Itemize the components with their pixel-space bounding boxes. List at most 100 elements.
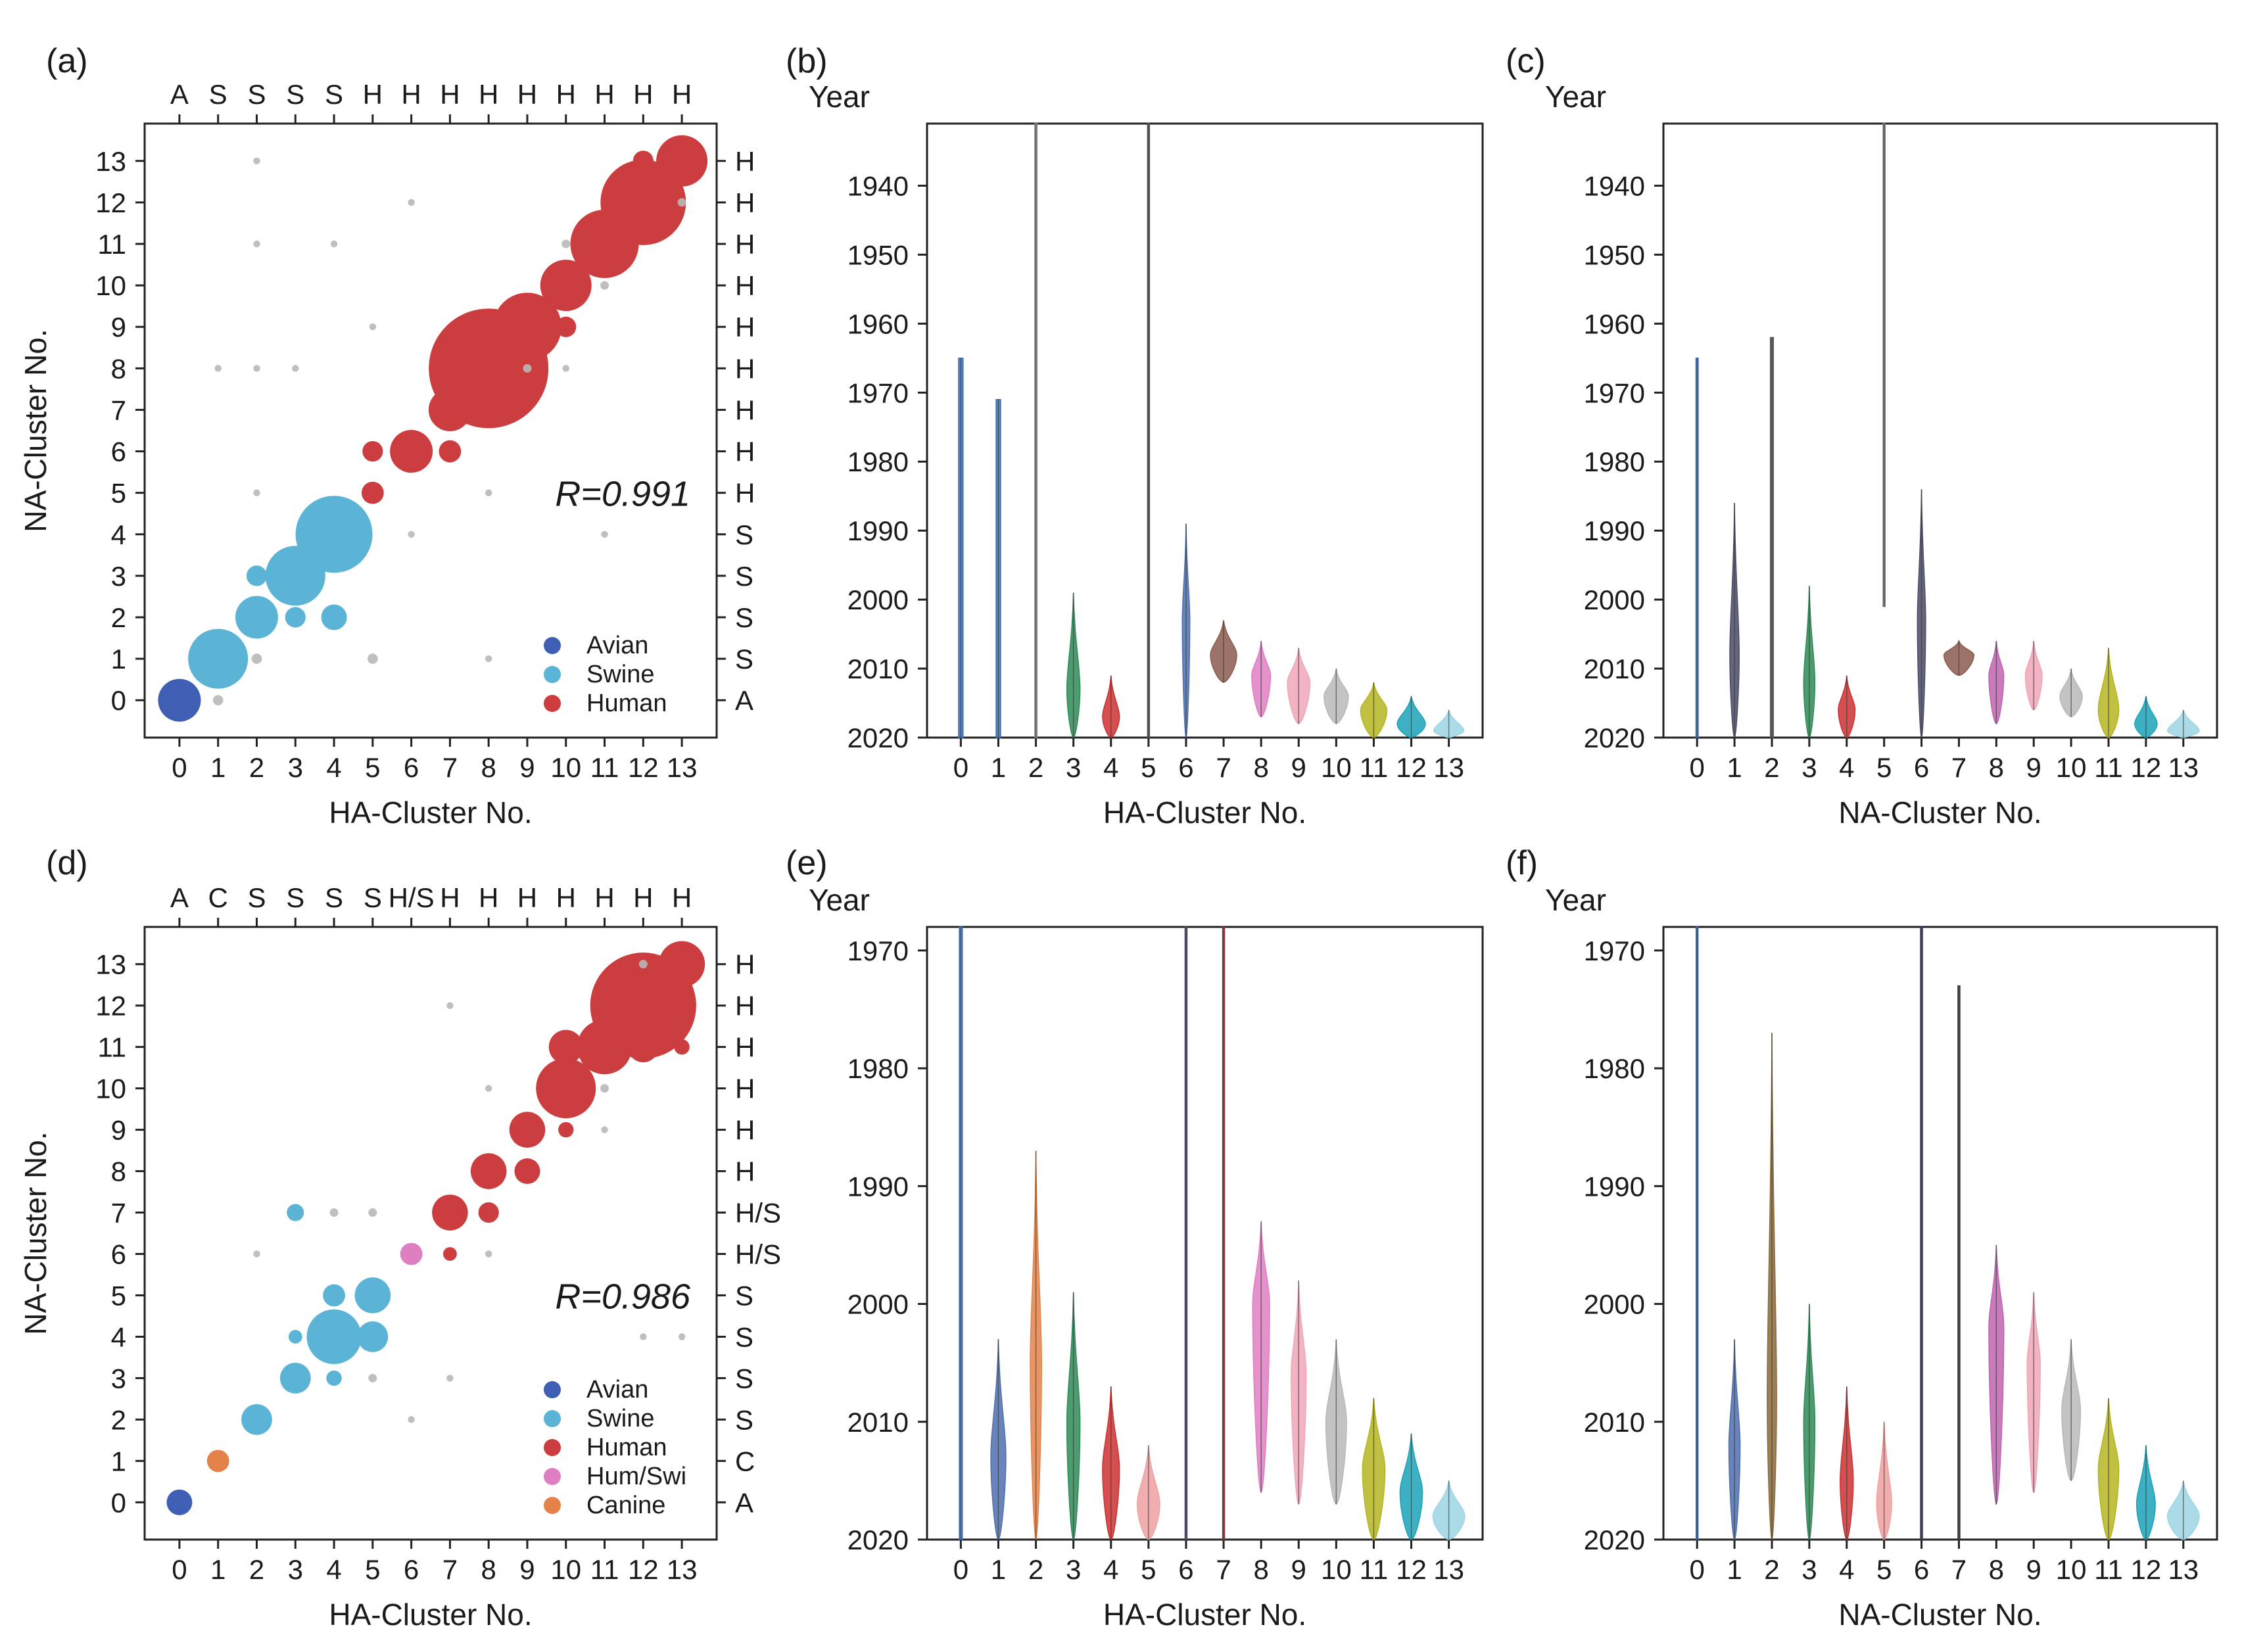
- x-tick-label: 8: [1253, 752, 1268, 783]
- bubble-faint: [253, 365, 260, 372]
- y-tick-label: 2010: [1584, 653, 1645, 684]
- legend-marker: [544, 1439, 561, 1456]
- right-host-label: H: [735, 478, 755, 509]
- correlation-label: R=0.991: [555, 475, 690, 514]
- bubble-faint: [368, 1373, 377, 1382]
- bubble-faint: [408, 1416, 415, 1423]
- bubble-human: [632, 151, 654, 172]
- y-tick-label: 1960: [1584, 308, 1645, 339]
- bubble-faint: [485, 1250, 492, 1258]
- bubble-human: [656, 135, 708, 187]
- x-tick-label: 2: [1028, 752, 1043, 783]
- y-tick-label: 0: [111, 1487, 126, 1518]
- x-tick-label: 4: [1103, 752, 1118, 783]
- y-tick-label: 1980: [847, 1053, 909, 1084]
- y-tick-label: 10: [95, 1074, 126, 1104]
- top-host-label: H: [517, 79, 537, 110]
- top-host-label: H: [633, 882, 653, 913]
- bubble-human: [478, 1202, 499, 1223]
- x-tick-label: 11: [1360, 752, 1389, 783]
- x-tick-label: 9: [519, 752, 535, 783]
- x-tick-label: 3: [1801, 752, 1817, 783]
- x-tick-label: 13: [667, 1554, 698, 1585]
- bubble-swine: [326, 1370, 342, 1386]
- x-tick-label: 1: [1727, 1554, 1742, 1585]
- right-host-label: H/S: [735, 1198, 781, 1229]
- bubble-swine: [287, 1204, 304, 1221]
- top-host-label: H: [440, 79, 460, 110]
- x-tick-label: 5: [1141, 1554, 1156, 1585]
- x-tick-label: 6: [1178, 1554, 1193, 1585]
- top-host-label: H: [556, 79, 576, 110]
- bubble-swine: [295, 496, 373, 573]
- y-tick-label: 2020: [847, 1524, 909, 1555]
- bubble-avian: [166, 1489, 193, 1515]
- right-host-label: H: [735, 229, 755, 260]
- top-host-label: H: [594, 79, 614, 110]
- right-host-label: H: [735, 437, 755, 467]
- bubble-faint: [601, 531, 608, 538]
- x-tick-label: 11: [2094, 752, 2123, 783]
- y-tick-label: 1950: [847, 239, 909, 270]
- top-host-label: C: [208, 882, 228, 913]
- right-host-label: H: [735, 991, 755, 1022]
- y-tick-label: 11: [97, 229, 126, 260]
- legend-label: Swine: [586, 1405, 655, 1432]
- legend-marker: [544, 637, 561, 654]
- x-tick-label: 2: [1764, 1554, 1779, 1585]
- bubble-canine: [206, 1450, 229, 1473]
- plot-frame: [926, 926, 1484, 1541]
- legend-marker: [544, 695, 561, 712]
- y-tick-label: 2000: [847, 584, 909, 615]
- right-host-label: S: [735, 1404, 753, 1435]
- bubble-faint: [251, 653, 262, 664]
- legend-label: Human: [586, 1434, 667, 1461]
- bubble-faint: [214, 365, 222, 372]
- bubble-human: [514, 1158, 540, 1185]
- bubble-faint: [562, 365, 569, 372]
- x-tick-label: 11: [590, 1554, 619, 1585]
- top-host-label: H: [556, 882, 576, 913]
- bubble-swine: [306, 1309, 362, 1365]
- legend-marker: [544, 666, 561, 683]
- y-tick-label: 3: [111, 1363, 126, 1394]
- top-host-label: S: [325, 882, 343, 913]
- bubble-human: [492, 293, 561, 362]
- y-axis-title: Year: [1545, 883, 1606, 917]
- top-host-label: A: [170, 882, 189, 913]
- y-axis-title: Year: [809, 80, 870, 114]
- y-tick-label: 5: [111, 1280, 126, 1311]
- y-tick-label: 0: [111, 685, 126, 716]
- bubble-swine: [357, 1321, 389, 1352]
- top-host-label: S: [286, 882, 304, 913]
- bubble-human: [470, 1153, 507, 1189]
- right-host-label: H: [735, 1032, 755, 1063]
- y-tick-label: 2000: [1584, 1289, 1645, 1320]
- panel-letter: (e): [786, 844, 828, 882]
- x-tick-label: 11: [2094, 1554, 2123, 1585]
- x-tick-label: 0: [172, 752, 187, 783]
- legend-label: Human: [586, 690, 667, 717]
- y-tick-label: 1980: [1584, 446, 1645, 477]
- x-tick-label: 13: [2168, 1554, 2199, 1585]
- x-tick-label: 9: [1291, 752, 1306, 783]
- bubble-human: [658, 941, 705, 987]
- x-tick-label: 10: [1321, 1554, 1352, 1585]
- y-tick-label: 11: [97, 1032, 126, 1063]
- y-tick-label: 2020: [1584, 1524, 1645, 1555]
- x-tick-label: 8: [1253, 1554, 1268, 1585]
- top-host-label: H: [479, 882, 498, 913]
- x-axis-title: NA-Cluster No.: [1838, 795, 2041, 830]
- plot-frame: [1662, 122, 2218, 739]
- y-tick-label: 1980: [847, 446, 909, 477]
- legend-label: Canine: [586, 1492, 665, 1519]
- x-axis-title: HA-Cluster No.: [329, 795, 532, 830]
- x-tick-label: 1: [210, 1554, 226, 1585]
- plot-frame: [143, 122, 718, 739]
- bubble-human: [558, 1121, 574, 1138]
- y-tick-label: 1970: [847, 377, 909, 408]
- plot-frame: [1662, 926, 2218, 1541]
- y-tick-label: 5: [111, 478, 126, 509]
- x-tick-label: 8: [481, 752, 496, 783]
- x-tick-label: 12: [2131, 752, 2162, 783]
